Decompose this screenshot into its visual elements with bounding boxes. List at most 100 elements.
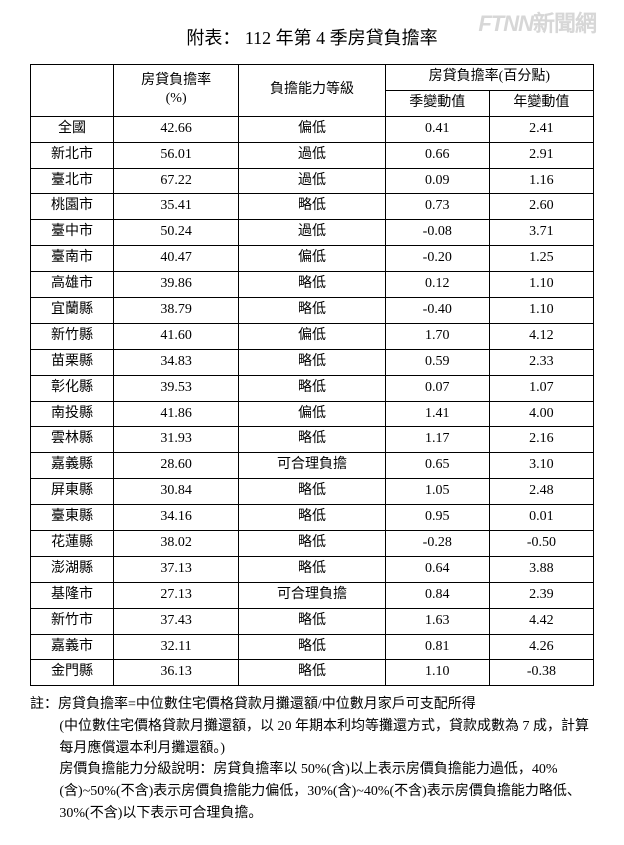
cell-region: 全國 bbox=[31, 116, 114, 142]
footnotes: 註：房貸負擔率=中位數住宅價格貸款月攤還額/中位數月家戶可支配所得 (中位數住宅… bbox=[30, 694, 594, 824]
cell-y-change: 1.10 bbox=[489, 298, 593, 324]
cell-level: 略低 bbox=[239, 427, 385, 453]
footnote-line: 房價負擔能力分級說明：房貸負擔率以 50%(含)以上表示房價負擔能力過低，40%… bbox=[30, 759, 594, 824]
cell-region: 臺東縣 bbox=[31, 505, 114, 531]
cell-rate: 38.02 bbox=[114, 531, 239, 557]
cell-region: 宜蘭縣 bbox=[31, 298, 114, 324]
cell-region: 新北市 bbox=[31, 142, 114, 168]
cell-y-change: 4.42 bbox=[489, 608, 593, 634]
cell-rate: 38.79 bbox=[114, 298, 239, 324]
cell-rate: 32.11 bbox=[114, 634, 239, 660]
cell-rate: 40.47 bbox=[114, 246, 239, 272]
table-row: 新竹縣41.60偏低1.704.12 bbox=[31, 323, 594, 349]
cell-level: 略低 bbox=[239, 349, 385, 375]
cell-region: 臺中市 bbox=[31, 220, 114, 246]
cell-level: 略低 bbox=[239, 634, 385, 660]
cell-region: 嘉義縣 bbox=[31, 453, 114, 479]
table-row: 花蓮縣38.02略低-0.28-0.50 bbox=[31, 531, 594, 557]
cell-y-change: 1.10 bbox=[489, 272, 593, 298]
table-row: 高雄市39.86略低0.121.10 bbox=[31, 272, 594, 298]
cell-y-change: -0.38 bbox=[489, 660, 593, 686]
cell-level: 偏低 bbox=[239, 323, 385, 349]
cell-y-change: 2.33 bbox=[489, 349, 593, 375]
cell-q-change: 0.95 bbox=[385, 505, 489, 531]
cell-region: 屏東縣 bbox=[31, 479, 114, 505]
table-row: 嘉義市32.11略低0.814.26 bbox=[31, 634, 594, 660]
col-header-level: 負擔能力等級 bbox=[239, 65, 385, 117]
cell-level: 略低 bbox=[239, 479, 385, 505]
cell-q-change: 0.59 bbox=[385, 349, 489, 375]
cell-q-change: 1.70 bbox=[385, 323, 489, 349]
cell-rate: 56.01 bbox=[114, 142, 239, 168]
cell-q-change: 0.41 bbox=[385, 116, 489, 142]
cell-rate: 67.22 bbox=[114, 168, 239, 194]
cell-level: 偏低 bbox=[239, 401, 385, 427]
col-header-change-group: 房貸負擔率(百分點) bbox=[385, 65, 593, 91]
col-header-y-change: 年變動值 bbox=[489, 90, 593, 116]
page-title: 附表： 112 年第 4 季房貸負擔率 bbox=[30, 24, 594, 50]
cell-q-change: 0.64 bbox=[385, 556, 489, 582]
cell-region: 新竹縣 bbox=[31, 323, 114, 349]
cell-level: 略低 bbox=[239, 505, 385, 531]
table-row: 金門縣36.13略低1.10-0.38 bbox=[31, 660, 594, 686]
cell-y-change: 3.88 bbox=[489, 556, 593, 582]
cell-level: 過低 bbox=[239, 168, 385, 194]
cell-rate: 28.60 bbox=[114, 453, 239, 479]
cell-y-change: 2.48 bbox=[489, 479, 593, 505]
cell-rate: 30.84 bbox=[114, 479, 239, 505]
cell-y-change: 2.60 bbox=[489, 194, 593, 220]
cell-region: 嘉義市 bbox=[31, 634, 114, 660]
cell-q-change: 0.65 bbox=[385, 453, 489, 479]
cell-y-change: 2.41 bbox=[489, 116, 593, 142]
cell-y-change: 2.91 bbox=[489, 142, 593, 168]
cell-q-change: 0.09 bbox=[385, 168, 489, 194]
cell-q-change: 0.66 bbox=[385, 142, 489, 168]
table-row: 新竹市37.43略低1.634.42 bbox=[31, 608, 594, 634]
cell-level: 略低 bbox=[239, 272, 385, 298]
cell-region: 金門縣 bbox=[31, 660, 114, 686]
cell-region: 雲林縣 bbox=[31, 427, 114, 453]
cell-level: 可合理負擔 bbox=[239, 582, 385, 608]
table-row: 臺北市67.22過低0.091.16 bbox=[31, 168, 594, 194]
table-row: 桃園市35.41略低0.732.60 bbox=[31, 194, 594, 220]
cell-q-change: 1.10 bbox=[385, 660, 489, 686]
cell-y-change: 3.71 bbox=[489, 220, 593, 246]
cell-y-change: 4.00 bbox=[489, 401, 593, 427]
cell-region: 新竹市 bbox=[31, 608, 114, 634]
cell-level: 略低 bbox=[239, 531, 385, 557]
cell-region: 南投縣 bbox=[31, 401, 114, 427]
cell-level: 偏低 bbox=[239, 116, 385, 142]
cell-level: 可合理負擔 bbox=[239, 453, 385, 479]
cell-q-change: 0.07 bbox=[385, 375, 489, 401]
cell-level: 略低 bbox=[239, 298, 385, 324]
cell-q-change: 1.05 bbox=[385, 479, 489, 505]
cell-y-change: 1.16 bbox=[489, 168, 593, 194]
table-row: 新北市56.01過低0.662.91 bbox=[31, 142, 594, 168]
cell-region: 苗栗縣 bbox=[31, 349, 114, 375]
cell-q-change: -0.08 bbox=[385, 220, 489, 246]
cell-region: 澎湖縣 bbox=[31, 556, 114, 582]
table-row: 南投縣41.86偏低1.414.00 bbox=[31, 401, 594, 427]
cell-q-change: 0.12 bbox=[385, 272, 489, 298]
table-row: 基隆市27.13可合理負擔0.842.39 bbox=[31, 582, 594, 608]
cell-rate: 39.86 bbox=[114, 272, 239, 298]
cell-q-change: 1.41 bbox=[385, 401, 489, 427]
table-row: 臺中市50.24過低-0.083.71 bbox=[31, 220, 594, 246]
table-row: 嘉義縣28.60可合理負擔0.653.10 bbox=[31, 453, 594, 479]
cell-rate: 41.86 bbox=[114, 401, 239, 427]
footnote-line: 註：房貸負擔率=中位數住宅價格貸款月攤還額/中位數月家戶可支配所得 bbox=[30, 694, 594, 716]
cell-level: 略低 bbox=[239, 660, 385, 686]
cell-rate: 35.41 bbox=[114, 194, 239, 220]
col-header-region bbox=[31, 65, 114, 117]
cell-level: 略低 bbox=[239, 556, 385, 582]
table-row: 雲林縣31.93略低1.172.16 bbox=[31, 427, 594, 453]
cell-q-change: -0.40 bbox=[385, 298, 489, 324]
cell-rate: 39.53 bbox=[114, 375, 239, 401]
cell-level: 過低 bbox=[239, 220, 385, 246]
cell-y-change: 3.10 bbox=[489, 453, 593, 479]
cell-level: 略低 bbox=[239, 194, 385, 220]
cell-y-change: 1.07 bbox=[489, 375, 593, 401]
cell-q-change: -0.28 bbox=[385, 531, 489, 557]
cell-region: 高雄市 bbox=[31, 272, 114, 298]
col-header-q-change: 季變動值 bbox=[385, 90, 489, 116]
